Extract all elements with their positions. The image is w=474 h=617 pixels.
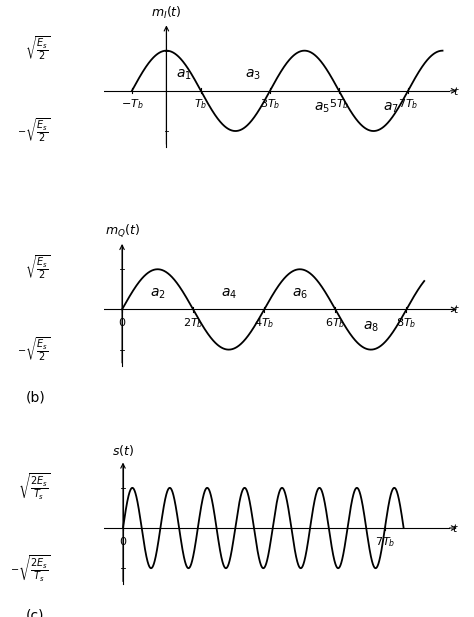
Text: $7T_b$: $7T_b$ [398, 97, 418, 112]
Text: $m_Q(t)$: $m_Q(t)$ [105, 222, 139, 239]
Text: $a_4$: $a_4$ [221, 286, 237, 300]
Text: $a_7$: $a_7$ [383, 101, 399, 115]
Text: $a_8$: $a_8$ [363, 319, 379, 334]
Text: $a_6$: $a_6$ [292, 286, 308, 300]
Text: $a_1$: $a_1$ [176, 68, 191, 82]
Text: $s(t)$: $s(t)$ [112, 443, 134, 458]
Text: $a_3$: $a_3$ [245, 68, 261, 82]
Text: $a_2$: $a_2$ [150, 286, 165, 300]
Text: $-\sqrt{\dfrac{2E_s}{T_s}}$: $-\sqrt{\dfrac{2E_s}{T_s}}$ [10, 553, 51, 582]
Text: $T_b$: $T_b$ [194, 97, 208, 112]
Text: $t$: $t$ [452, 522, 459, 534]
Text: $7T_b$: $7T_b$ [375, 535, 395, 549]
Text: (c): (c) [26, 609, 45, 617]
Text: $\sqrt{\dfrac{E_s}{2}}$: $\sqrt{\dfrac{E_s}{2}}$ [25, 254, 51, 281]
Text: $\sqrt{\dfrac{E_s}{2}}$: $\sqrt{\dfrac{E_s}{2}}$ [25, 35, 51, 62]
Text: $4T_b$: $4T_b$ [254, 317, 274, 330]
Text: $5T_b$: $5T_b$ [329, 97, 349, 112]
Text: (b): (b) [26, 390, 46, 404]
Text: $0$: $0$ [119, 535, 127, 547]
Text: $-\sqrt{\dfrac{E_s}{2}}$: $-\sqrt{\dfrac{E_s}{2}}$ [17, 336, 51, 363]
Text: $-\sqrt{\dfrac{E_s}{2}}$: $-\sqrt{\dfrac{E_s}{2}}$ [17, 117, 51, 144]
Text: $0$: $0$ [118, 317, 126, 328]
Text: $-T_b$: $-T_b$ [120, 97, 143, 112]
Text: $t$: $t$ [453, 85, 460, 97]
Text: $8T_b$: $8T_b$ [396, 317, 417, 330]
Text: $m_I(t)$: $m_I(t)$ [151, 4, 182, 20]
Text: $a_5$: $a_5$ [314, 101, 330, 115]
Text: $\sqrt{\dfrac{2E_s}{T_s}}$: $\sqrt{\dfrac{2E_s}{T_s}}$ [18, 471, 51, 501]
Text: $t$: $t$ [453, 304, 459, 315]
Text: $2T_b$: $2T_b$ [183, 317, 203, 330]
Text: $6T_b$: $6T_b$ [325, 317, 346, 330]
Text: $3T_b$: $3T_b$ [260, 97, 280, 112]
